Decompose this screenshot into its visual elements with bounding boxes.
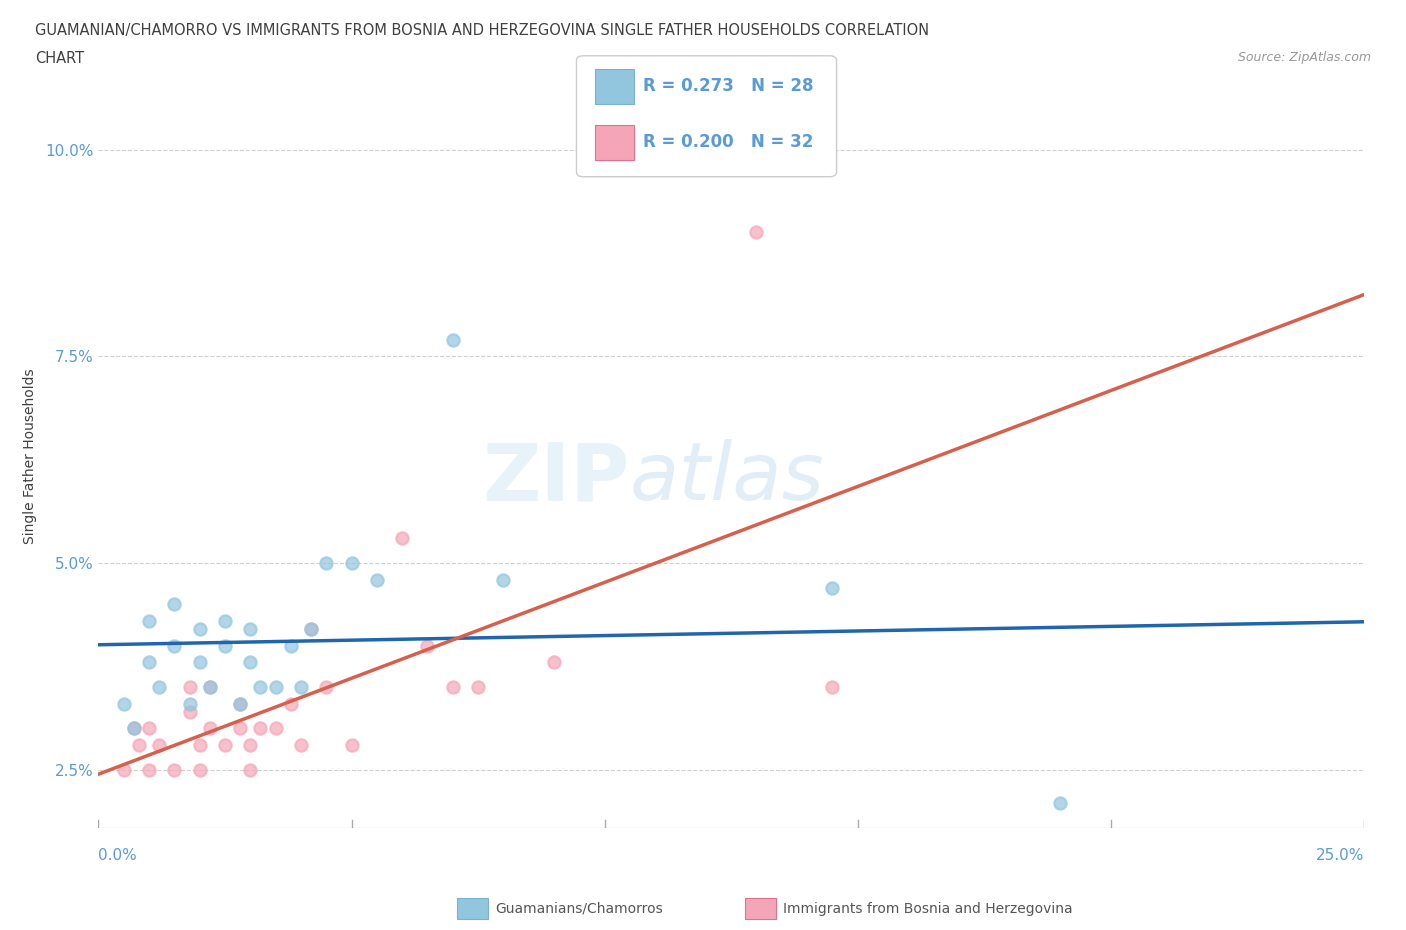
Y-axis label: Single Father Households: Single Father Households bbox=[22, 368, 37, 543]
Point bbox=[492, 572, 515, 587]
Point bbox=[112, 763, 135, 777]
Point bbox=[214, 614, 236, 629]
Point bbox=[214, 737, 236, 752]
Point bbox=[138, 763, 160, 777]
Point bbox=[441, 333, 464, 348]
Point bbox=[249, 721, 271, 736]
Point bbox=[163, 763, 186, 777]
Point bbox=[214, 638, 236, 653]
Point bbox=[299, 622, 322, 637]
Point bbox=[264, 680, 287, 695]
Point bbox=[239, 737, 262, 752]
Point bbox=[239, 622, 262, 637]
Text: Source: ZipAtlas.com: Source: ZipAtlas.com bbox=[1237, 51, 1371, 64]
Point bbox=[229, 697, 252, 711]
Text: GUAMANIAN/CHAMORRO VS IMMIGRANTS FROM BOSNIA AND HERZEGOVINA SINGLE FATHER HOUSE: GUAMANIAN/CHAMORRO VS IMMIGRANTS FROM BO… bbox=[35, 23, 929, 38]
Point bbox=[239, 655, 262, 670]
Point bbox=[280, 697, 302, 711]
Text: R = 0.273   N = 28: R = 0.273 N = 28 bbox=[643, 77, 813, 96]
Point bbox=[745, 225, 768, 240]
Point bbox=[198, 721, 221, 736]
Point bbox=[179, 697, 201, 711]
Point bbox=[467, 680, 489, 695]
Point bbox=[188, 763, 211, 777]
Point bbox=[239, 763, 262, 777]
Point bbox=[290, 737, 312, 752]
Text: atlas: atlas bbox=[630, 439, 825, 517]
Point bbox=[821, 580, 844, 595]
Point bbox=[340, 556, 363, 571]
Point bbox=[198, 680, 221, 695]
Point bbox=[249, 680, 271, 695]
Text: Immigrants from Bosnia and Herzegovina: Immigrants from Bosnia and Herzegovina bbox=[783, 901, 1073, 916]
Text: ZIP: ZIP bbox=[482, 439, 630, 517]
Point bbox=[299, 622, 322, 637]
Point bbox=[138, 614, 160, 629]
Point bbox=[179, 705, 201, 720]
Point bbox=[122, 721, 145, 736]
Point bbox=[441, 680, 464, 695]
Point bbox=[315, 680, 337, 695]
Point bbox=[179, 680, 201, 695]
Point bbox=[340, 737, 363, 752]
Point bbox=[188, 622, 211, 637]
Text: 0.0%: 0.0% bbox=[98, 848, 138, 863]
Point bbox=[122, 721, 145, 736]
Point bbox=[264, 721, 287, 736]
Point bbox=[163, 597, 186, 612]
Point bbox=[188, 737, 211, 752]
Point bbox=[391, 531, 413, 546]
Point bbox=[148, 680, 170, 695]
Point bbox=[112, 697, 135, 711]
Point bbox=[163, 638, 186, 653]
Point bbox=[315, 556, 337, 571]
Point bbox=[543, 655, 565, 670]
Point bbox=[1049, 795, 1071, 810]
Point bbox=[138, 721, 160, 736]
Point bbox=[280, 638, 302, 653]
Text: 25.0%: 25.0% bbox=[1316, 848, 1364, 863]
Point bbox=[148, 737, 170, 752]
Point bbox=[229, 697, 252, 711]
Text: CHART: CHART bbox=[35, 51, 84, 66]
Text: R = 0.200   N = 32: R = 0.200 N = 32 bbox=[643, 133, 813, 152]
Point bbox=[366, 572, 388, 587]
Point bbox=[290, 680, 312, 695]
Point bbox=[821, 680, 844, 695]
Point bbox=[188, 655, 211, 670]
Point bbox=[229, 721, 252, 736]
Point bbox=[128, 737, 150, 752]
Point bbox=[198, 680, 221, 695]
Text: Guamanians/Chamorros: Guamanians/Chamorros bbox=[495, 901, 662, 916]
Point bbox=[138, 655, 160, 670]
Point bbox=[416, 638, 439, 653]
